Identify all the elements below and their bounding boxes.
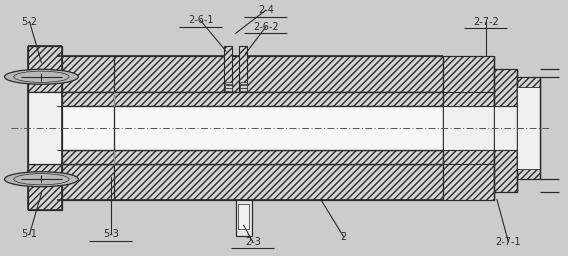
- Bar: [239, 46, 247, 92]
- Text: 5-3: 5-3: [103, 229, 119, 239]
- Ellipse shape: [5, 172, 78, 187]
- Bar: [494, 106, 517, 150]
- Text: 2-4: 2-4: [258, 5, 274, 15]
- Bar: [240, 82, 247, 84]
- Bar: [57, 150, 443, 164]
- Bar: [28, 164, 62, 210]
- Bar: [57, 92, 443, 164]
- Bar: [443, 106, 494, 150]
- Bar: [57, 106, 443, 150]
- Text: 2-6-2: 2-6-2: [253, 22, 279, 32]
- Bar: [225, 82, 232, 84]
- Bar: [240, 85, 247, 88]
- Bar: [57, 164, 443, 200]
- Text: 5-1: 5-1: [22, 229, 37, 239]
- Bar: [57, 56, 443, 92]
- Bar: [57, 92, 443, 106]
- Bar: [494, 69, 517, 192]
- Bar: [517, 87, 540, 169]
- Bar: [28, 92, 62, 164]
- Text: 2-3: 2-3: [245, 237, 261, 247]
- Ellipse shape: [5, 69, 78, 84]
- Bar: [225, 88, 232, 91]
- Bar: [224, 46, 232, 92]
- Bar: [238, 204, 249, 229]
- Bar: [517, 77, 540, 179]
- Bar: [443, 56, 494, 200]
- Bar: [236, 200, 252, 236]
- Bar: [225, 85, 232, 88]
- Text: 2-7-2: 2-7-2: [473, 17, 499, 27]
- Bar: [240, 88, 247, 91]
- Text: 2-7-1: 2-7-1: [495, 237, 521, 247]
- Text: 5-2: 5-2: [22, 17, 37, 27]
- Text: 2: 2: [340, 232, 347, 242]
- Text: 2-6-1: 2-6-1: [188, 15, 213, 26]
- Bar: [28, 46, 62, 92]
